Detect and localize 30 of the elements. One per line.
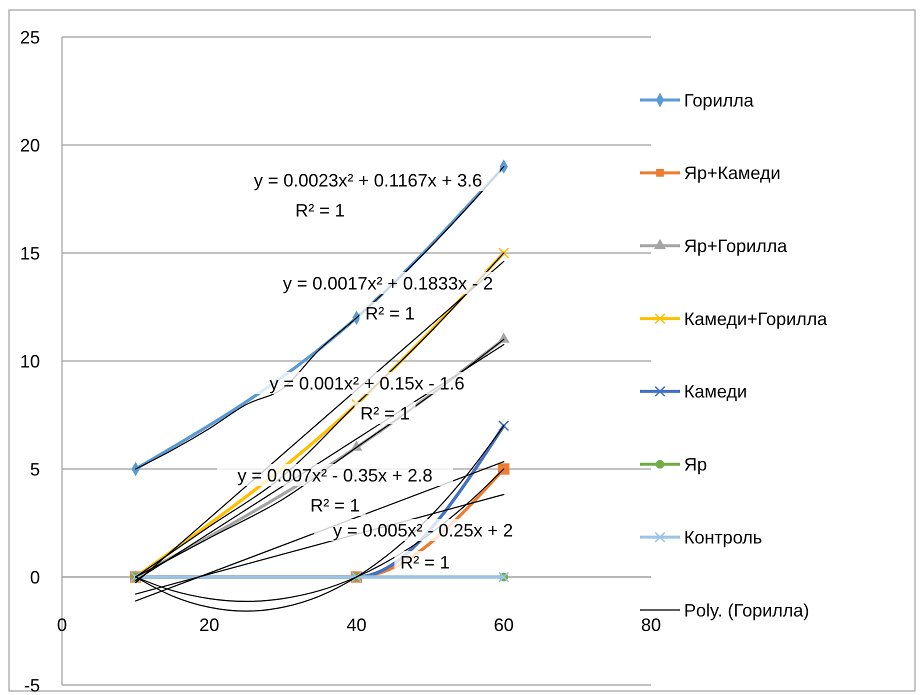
annotation: R² = 1 [360, 403, 410, 424]
legend-label: Яр+Камеди [684, 163, 781, 184]
x-tick-label: 0 [56, 615, 68, 635]
legend-label: Яр+Горилла [684, 236, 788, 256]
annotation: y = 0.0023x² + 0.1167x + 3.6 [254, 170, 482, 190]
y-tick-label: 25 [20, 27, 40, 48]
annotation: y = 0.007x² - 0.35x + 2.8 [237, 465, 433, 486]
legend-label: Poly. (Горилла) [684, 600, 810, 620]
annotation: y = 0.005x² - 0.25x + 2 [332, 520, 514, 540]
x-tick-label: 60 [494, 615, 514, 635]
y-tick-label: 15 [20, 243, 40, 264]
annotation: R² = 1 [365, 303, 415, 324]
legend-label: Контроль [684, 527, 762, 548]
y-tick-label: 0 [30, 567, 40, 588]
legend-label: Горилла [684, 90, 755, 110]
y-tick-label: 5 [30, 459, 40, 480]
x-tick-label: 80 [640, 615, 662, 635]
x-tick-label: 40 [346, 615, 367, 635]
legend-label: Камеди [684, 382, 748, 402]
annotation: y = 0.0017x² + 0.1833x - 2 [282, 273, 494, 294]
annotation: R² = 1 [295, 200, 345, 220]
y-tick-label: 10 [20, 351, 40, 372]
y-tick-label: 20 [20, 135, 40, 156]
annotation: R² = 1 [310, 495, 360, 516]
y-tick-label: -5 [24, 675, 40, 695]
x-tick-label: 20 [199, 615, 220, 635]
legend-label: Камеди+Горилла [684, 308, 828, 329]
annotation: R² = 1 [400, 552, 450, 572]
legend-label: Яр [684, 454, 708, 475]
annotation: y = 0.001x² + 0.15x - 1.6 [269, 373, 465, 394]
